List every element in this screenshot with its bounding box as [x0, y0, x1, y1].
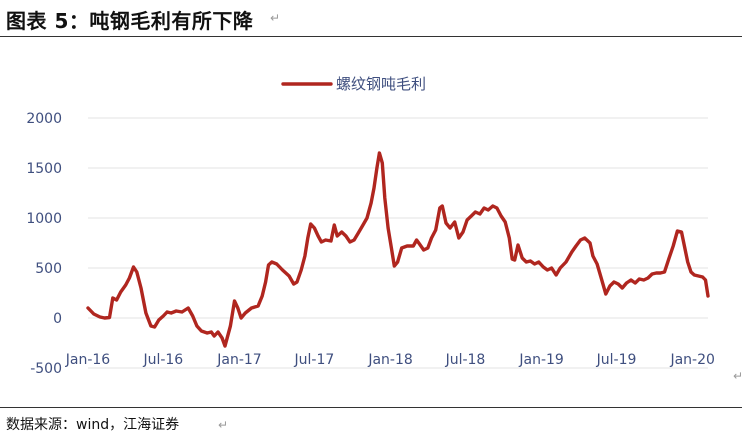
y-tick-label: 1500 — [26, 161, 62, 177]
y-tick-label: 0 — [53, 311, 62, 327]
series-layer — [86, 151, 710, 348]
y-axis-tick-labels: -500 0 500 1000 1500 2000 — [26, 111, 62, 377]
figure-title: 图表 5：吨钢毛利有所下降 — [6, 9, 254, 33]
x-tick-label: Jan-19 — [518, 352, 563, 368]
y-tick-label: 2000 — [26, 111, 62, 127]
source-note: 数据来源：wind，江海证券 — [6, 417, 180, 433]
figure-footer: 数据来源：wind，江海证券 ↵ — [0, 407, 742, 445]
x-tick-label: Jul-19 — [596, 352, 637, 368]
return-mark-icon: ↵ — [733, 369, 742, 383]
series-line — [86, 151, 710, 348]
x-tick-label: Jan-20 — [669, 352, 714, 368]
x-axis-tick-labels: Jan-16 Jul-16 Jan-17 Jul-17 Jan-18 Jul-18 Jan-… — [65, 352, 715, 368]
legend-label: 螺纹钢吨毛利 — [336, 75, 426, 93]
y-tick-label: 500 — [35, 261, 62, 277]
figure-header: 图表 5：吨钢毛利有所下降 ↵ — [0, 0, 742, 37]
legend: 螺纹钢吨毛利 — [281, 75, 426, 93]
chart-area: -500 0 500 1000 1500 2000 Jan-16 Jul-16 Jan-17 J… — [0, 37, 742, 407]
x-tick-label: Jul-18 — [445, 352, 486, 368]
return-mark-icon: ↵ — [270, 11, 281, 25]
x-tick-label: Jan-18 — [367, 352, 412, 368]
y-tick-label: -500 — [30, 361, 62, 377]
return-mark-icon: ↵ — [218, 418, 229, 432]
y-tick-label: 1000 — [26, 211, 62, 227]
gridlines — [88, 117, 708, 369]
x-tick-label: Jul-16 — [142, 352, 183, 368]
x-tick-label: Jan-16 — [65, 352, 111, 368]
x-tick-label: Jan-17 — [216, 352, 261, 368]
x-tick-label: Jul-17 — [294, 352, 335, 368]
